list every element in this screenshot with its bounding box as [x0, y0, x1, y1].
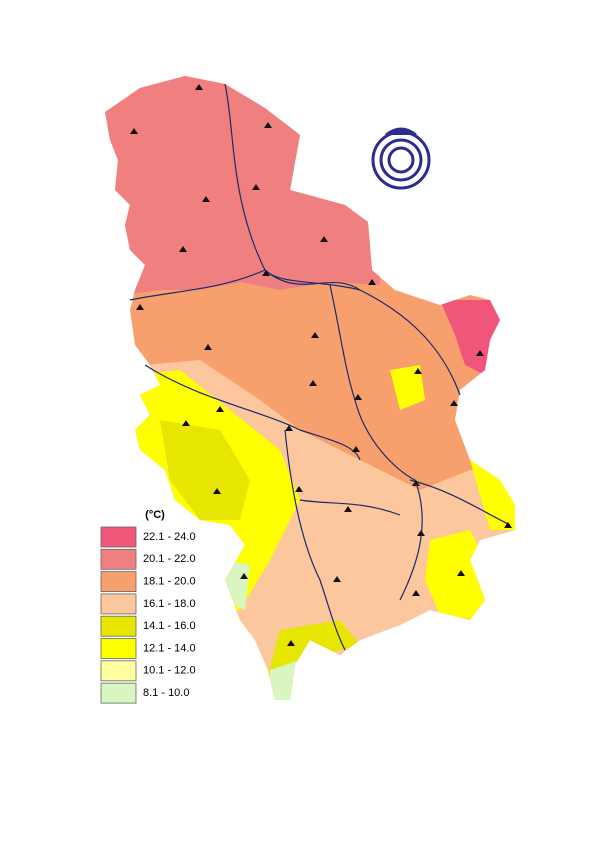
river — [144, 364, 361, 461]
logo — [371, 127, 431, 190]
legend-label: 22.1 - 24.0 — [143, 531, 196, 543]
logo-cloud — [385, 127, 417, 137]
zone-12-14-center — [390, 365, 425, 410]
legend-title: (°C) — [145, 509, 165, 521]
legend-label: 20.1 - 22.0 — [143, 553, 196, 565]
legend-swatch — [100, 571, 137, 592]
rivers — [129, 83, 511, 651]
legend-swatch — [100, 682, 137, 704]
logo-ring — [387, 146, 415, 174]
legend: (°C) 22.1 - 24.0 20.1 - 22.0 18.1 - 20.0 16… — [100, 509, 196, 704]
legend-label: 10.1 - 12.0 — [143, 665, 196, 677]
legend-label: 14.1 - 16.0 — [143, 620, 196, 632]
river — [329, 284, 423, 601]
legend-swatch — [100, 593, 137, 615]
zone-22-24 — [440, 300, 500, 375]
legend-label: 18.1 - 20.0 — [143, 576, 196, 588]
river — [284, 429, 346, 651]
river — [299, 499, 401, 516]
legend-label: 12.1 - 14.0 — [143, 642, 196, 654]
river — [129, 269, 266, 301]
legend-swatch — [100, 526, 137, 548]
zone-20-22 — [105, 76, 380, 300]
river — [264, 269, 461, 396]
legend-swatch — [100, 660, 137, 682]
legend-label: 8.1 - 10.0 — [143, 687, 189, 699]
legend-swatch — [100, 615, 137, 637]
zone-12-14-south — [425, 530, 490, 620]
legend-swatch — [100, 548, 137, 570]
legend-swatch — [100, 638, 137, 659]
zone-14-16 — [160, 420, 250, 520]
river — [409, 479, 511, 526]
legend-label: 16.1 - 18.0 — [143, 598, 196, 610]
logo-ring — [379, 138, 423, 182]
